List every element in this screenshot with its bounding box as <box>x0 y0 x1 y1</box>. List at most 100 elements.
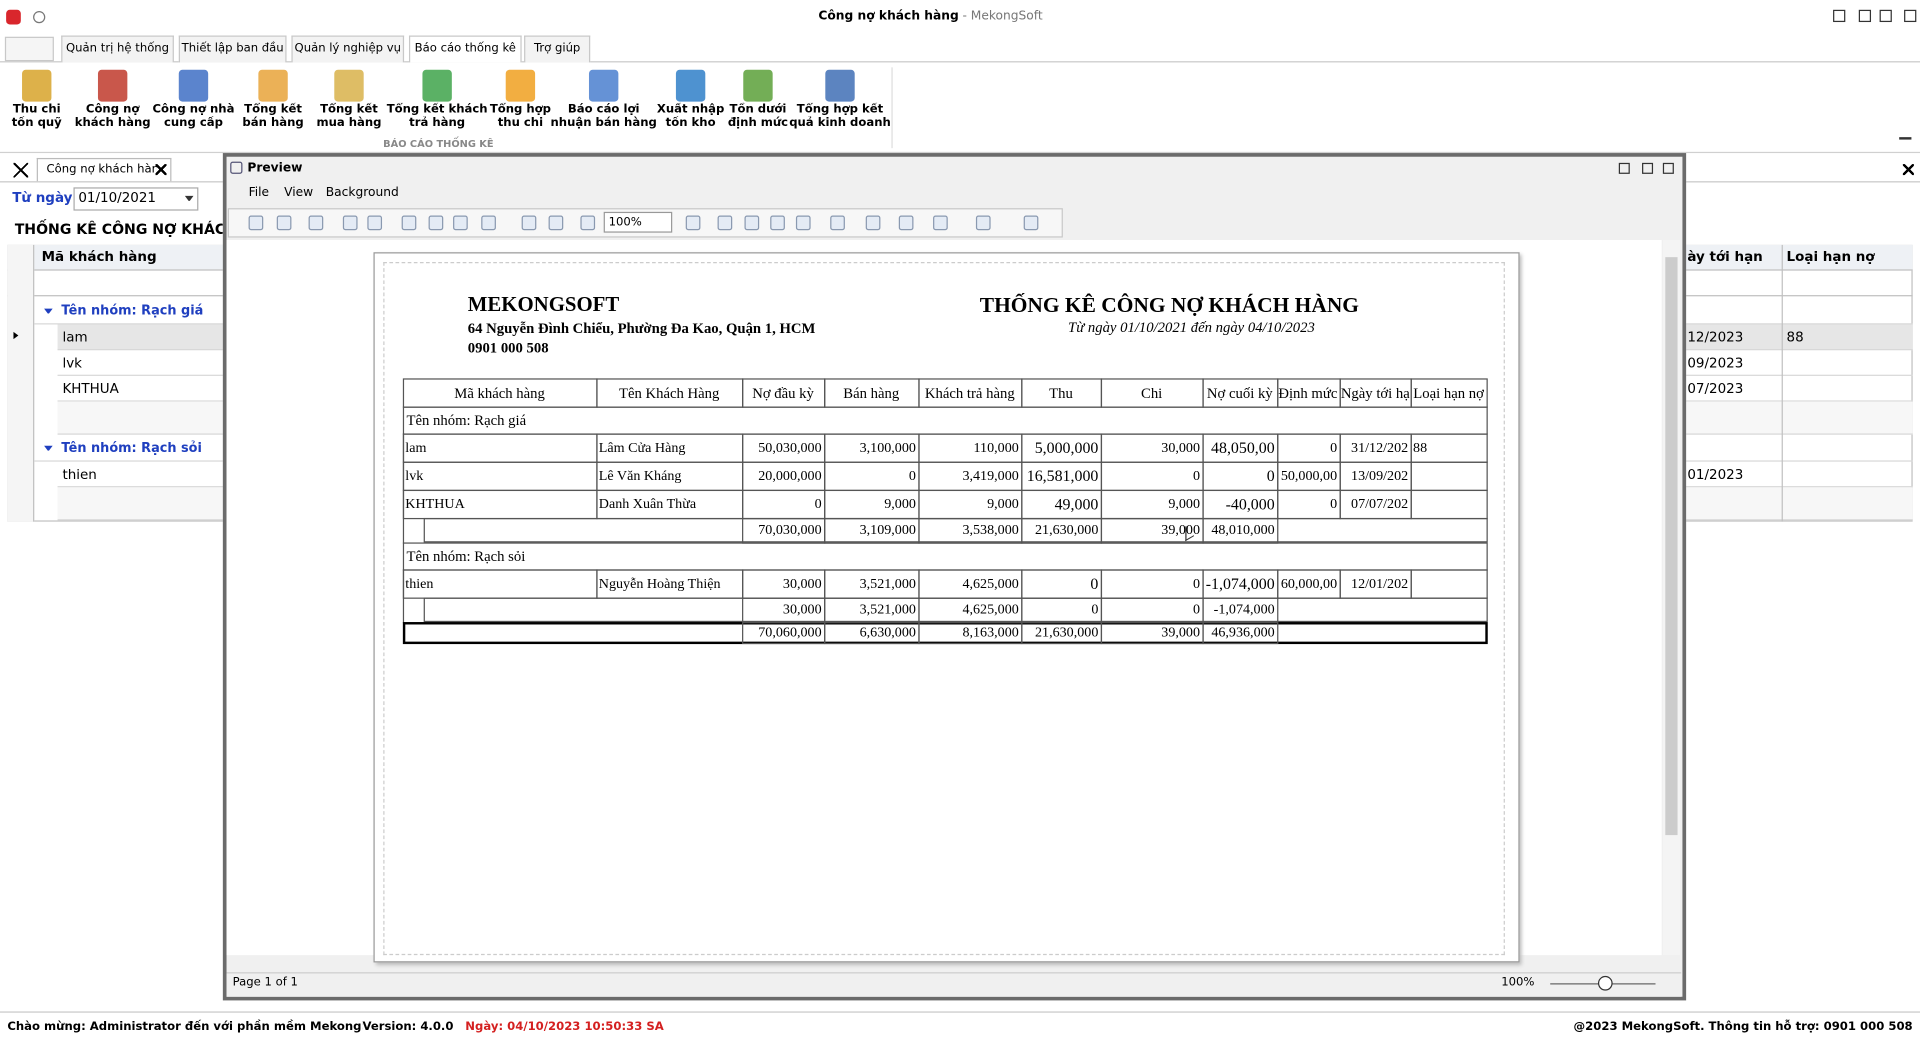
preview-maximize[interactable] <box>1642 162 1654 174</box>
zoom-combo[interactable] <box>603 211 673 233</box>
preview-statusbar <box>226 972 1682 997</box>
menu-item[interactable]: Background <box>325 186 399 200</box>
doc-tab[interactable] <box>36 157 172 182</box>
tab[interactable] <box>291 35 405 63</box>
doc-close[interactable] <box>1902 164 1914 176</box>
table-cell-text: 0 <box>1192 576 1201 591</box>
ribbon-button-label[interactable]: tồn kho <box>665 116 716 130</box>
table-cell-text: 9,000 <box>1168 496 1201 512</box>
ribbon-button-label[interactable]: Báo cáo lợi <box>567 102 640 117</box>
ribbon-button-label[interactable]: Công nợ <box>85 102 140 117</box>
toolbar-button[interactable] <box>685 215 701 231</box>
tab-label[interactable]: Quản lý nghiệp vụ <box>294 41 401 56</box>
preview-minimize[interactable] <box>1618 162 1630 174</box>
toolbar-button[interactable] <box>865 215 881 231</box>
date-input-value[interactable]: 01/10/2021 <box>78 189 157 206</box>
table-subtotal: 39,000 <box>1161 522 1201 538</box>
table-grand-total-value: 8,163,000 <box>962 625 1019 640</box>
preview-close[interactable] <box>1662 162 1674 174</box>
scroll-thumb[interactable] <box>1665 257 1678 836</box>
table-cell-text: 50,000,00 <box>1280 468 1338 484</box>
toolbar-button[interactable] <box>717 215 733 231</box>
tab-label[interactable]: Báo cáo thống kê <box>414 41 516 56</box>
menu-item[interactable]: File <box>248 186 270 200</box>
menu-item[interactable]: View <box>284 186 314 200</box>
ribbon-button-label[interactable]: tồn quỹ <box>11 116 62 130</box>
table-cell <box>1410 569 1488 599</box>
table-grand-total-value: 46,936,000 <box>1211 625 1275 640</box>
ribbon-button-label[interactable]: Thu chi <box>12 102 61 117</box>
ribbon-button-label[interactable]: Công nợ nhà <box>152 102 235 117</box>
group-expander[interactable] <box>44 445 53 452</box>
ribbon-button-label[interactable]: Tồn dưới <box>729 102 787 117</box>
grid-group-label: Tên nhóm: Rạch giá <box>61 303 204 319</box>
toolbar-button[interactable] <box>481 215 496 231</box>
tab-active[interactable] <box>408 35 522 63</box>
tab-label[interactable]: Thiết lập ban đầu <box>181 41 284 56</box>
toolbar-button[interactable] <box>453 215 468 231</box>
toolbar-button[interactable] <box>521 215 537 231</box>
toolbar-button[interactable] <box>248 215 264 231</box>
toolbar-button[interactable] <box>580 215 596 231</box>
zoom-slider-thumb[interactable] <box>1597 975 1613 991</box>
ribbon-button-label[interactable]: Tổng kết khách <box>386 102 488 117</box>
toolbar-button[interactable] <box>744 215 760 231</box>
group-expander[interactable] <box>44 308 53 315</box>
ribbon-button-label[interactable]: thu chi <box>497 116 544 130</box>
toolbar-button[interactable] <box>276 215 292 231</box>
window-restore[interactable] <box>1833 9 1846 23</box>
ribbon-button-label[interactable]: khách hàng <box>74 116 151 130</box>
zoom-combo-value[interactable]: 100% <box>608 214 642 229</box>
table-cell-text: lam <box>405 440 427 455</box>
toolbar-button[interactable] <box>367 215 383 231</box>
doc-tab-label[interactable]: Công nợ khách hàng <box>46 162 157 177</box>
doc-tab-close[interactable] <box>155 164 167 176</box>
doc-tab-close-all[interactable] <box>13 162 29 178</box>
table-cell-text: 0 <box>814 496 822 512</box>
page-margin <box>383 262 1505 956</box>
ribbon-button-label[interactable]: nhuận bán hàng <box>550 116 657 130</box>
window-maximize[interactable] <box>1879 9 1892 23</box>
date-input[interactable] <box>73 187 199 211</box>
table-cell-text: 30,000 <box>782 576 822 591</box>
tab-label[interactable]: Quản trị hệ thống <box>66 41 170 56</box>
tab[interactable] <box>178 35 287 63</box>
grid-column-header: ày tới hạn <box>1687 248 1763 265</box>
ribbon-button-label[interactable]: Tổng kết <box>320 102 378 117</box>
ribbon-button-label[interactable]: Tổng hợp kết <box>796 102 884 117</box>
window-close[interactable] <box>1904 9 1917 23</box>
window-minimize[interactable] <box>1858 9 1872 23</box>
tab[interactable] <box>524 35 591 63</box>
toolbar-button[interactable] <box>898 215 914 231</box>
toolbar-button[interactable] <box>770 215 785 231</box>
toolbar-button[interactable] <box>342 215 358 231</box>
ribbon-collapse[interactable] <box>1899 137 1912 147</box>
toolbar-button[interactable] <box>830 215 845 231</box>
app-menu-button[interactable] <box>4 36 54 62</box>
ribbon-button-label[interactable]: Tổng kết <box>244 102 302 117</box>
ribbon-button-label[interactable]: quả kinh doanh <box>789 116 891 130</box>
toolbar-button[interactable] <box>401 215 417 231</box>
ribbon-button-label[interactable]: cung cấp <box>164 116 223 130</box>
toolbar-button[interactable] <box>1023 215 1039 231</box>
toolbar-button[interactable] <box>428 215 444 231</box>
tab[interactable] <box>61 35 174 63</box>
date-dropdown-arrow[interactable] <box>184 195 194 202</box>
ribbon-button-label[interactable]: định mức <box>727 116 789 130</box>
tab-label[interactable]: Trợ giúp <box>533 41 581 56</box>
ribbon-button-label[interactable]: bán hàng <box>242 116 304 130</box>
ribbon-icon <box>675 69 706 102</box>
ribbon-button-label[interactable]: Xuất nhập <box>656 102 725 117</box>
table-cell-text: 88 <box>1413 440 1428 455</box>
grid-row-indicator <box>13 331 19 340</box>
ribbon-button-label[interactable]: Tổng hợp <box>489 102 552 117</box>
table-cell-text: Lâm Cửa Hàng <box>598 440 686 455</box>
toolbar-button[interactable] <box>548 215 564 231</box>
table-subtotal: 70,030,000 <box>758 522 822 538</box>
toolbar-button[interactable] <box>795 215 811 231</box>
toolbar-button[interactable] <box>975 215 991 231</box>
ribbon-button-label[interactable]: trả hàng <box>409 116 466 130</box>
toolbar-button[interactable] <box>933 215 948 231</box>
ribbon-button-label[interactable]: mua hàng <box>316 116 382 130</box>
toolbar-button[interactable] <box>308 215 324 231</box>
